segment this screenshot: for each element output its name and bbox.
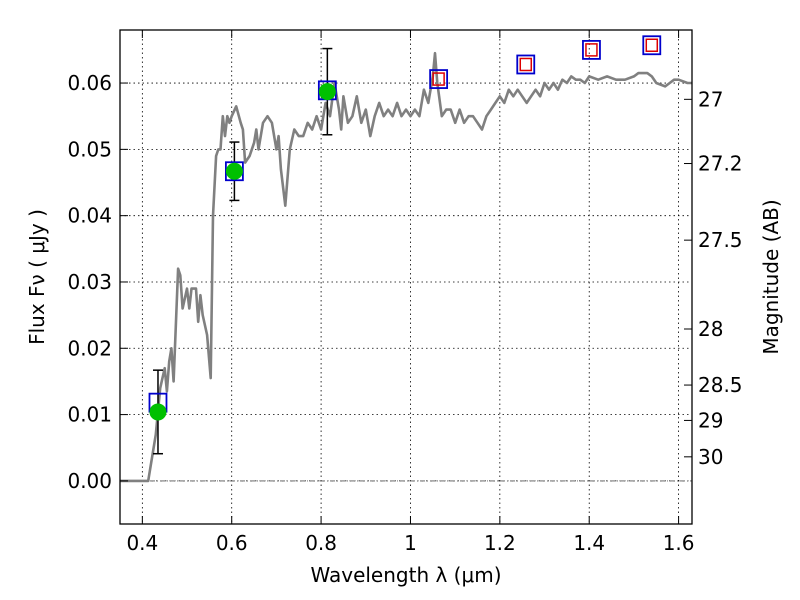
magnitude-tick-label: 29	[698, 408, 723, 432]
x-tick-label: 1.2	[484, 531, 516, 555]
model-band-box	[429, 69, 449, 89]
upper-limit-box	[585, 43, 598, 57]
y-tick-label: 0.00	[67, 469, 112, 493]
y-tick-label: 0.04	[67, 204, 112, 228]
upper-limit-box	[432, 72, 445, 86]
x-axis-ticks: 0.4 0.6 0.8 1 1.2 1.4 1.6	[126, 30, 695, 555]
observed-points	[149, 83, 336, 421]
magnitude-tick-label: 27.2	[698, 152, 743, 176]
x-tick-label: 1.6	[663, 531, 695, 555]
y-tick-label: 0.01	[67, 403, 112, 427]
upper-limit-box	[519, 57, 533, 72]
y-axis-ticks: 0.00 0.01 0.02 0.03 0.04 0.05 0.06	[67, 71, 128, 493]
magnitude-axis-label: Magnitude (AB)	[759, 199, 783, 354]
y-tick-label: 0.03	[67, 270, 112, 294]
model-band-box	[516, 54, 536, 75]
plot-frame	[119, 29, 693, 525]
y-tick-label: 0.02	[67, 336, 112, 360]
spectrum-line	[120, 51, 692, 483]
y-tick-label: 0.05	[67, 137, 112, 161]
y-tick-label: 0.06	[67, 71, 112, 95]
upper-limit-boxes	[432, 38, 659, 86]
model-band-box	[582, 39, 601, 60]
magnitude-tick-label: 27	[698, 87, 723, 111]
model-band-box	[642, 35, 662, 56]
upper-limit-box	[645, 38, 659, 53]
x-axis-label: Wavelength λ (μm)	[310, 563, 501, 587]
magnitude-tick-label: 28	[698, 317, 723, 341]
x-tick-label: 1	[404, 531, 417, 555]
model-spectrum	[120, 51, 692, 483]
observed-point	[318, 83, 336, 101]
grid-lines	[120, 30, 692, 524]
observed-point	[225, 162, 243, 180]
magnitude-axis-ticks: 27 27.2 27.5 28 28.5 29 30	[684, 87, 743, 469]
magnitude-tick-label: 30	[698, 445, 723, 469]
magnitude-tick-label: 27.5	[698, 228, 743, 252]
x-tick-label: 1.4	[573, 531, 605, 555]
x-tick-label: 0.4	[126, 531, 158, 555]
observed-point	[149, 403, 167, 421]
plot-background	[120, 30, 692, 524]
x-tick-label: 0.8	[305, 531, 337, 555]
x-tick-label: 0.6	[216, 531, 248, 555]
magnitude-tick-label: 28.5	[698, 373, 743, 397]
y-axis-label: Flux Fν ( μJy )	[25, 209, 49, 345]
